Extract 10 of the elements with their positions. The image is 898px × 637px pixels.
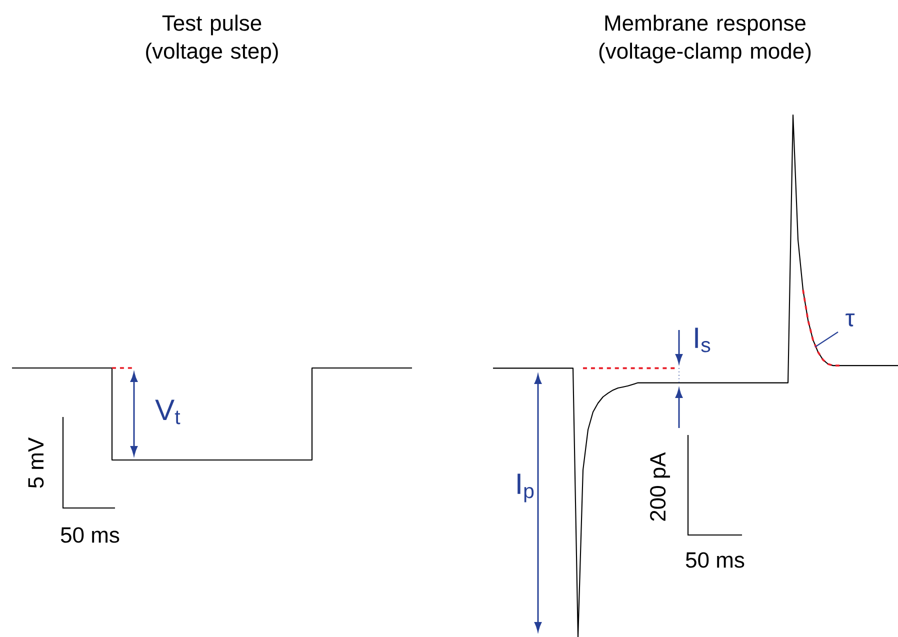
chart-title: Test pulse (voltage step) [146, 14, 278, 64]
annotation: I$_{s}$ [695, 328, 710, 352]
annotation: V$_{t}$ [155, 400, 180, 424]
chart-title: Membrane response (voltage-clamp mode) [599, 14, 811, 64]
annotation: τ [846, 314, 855, 326]
text: 50 ms [60, 527, 120, 543]
annotation: 200 pA [650, 452, 670, 521]
annotation: 5 mV [28, 437, 44, 488]
annotation: I$_{p}$ [518, 474, 534, 502]
annotation: 50 ms [686, 552, 744, 568]
